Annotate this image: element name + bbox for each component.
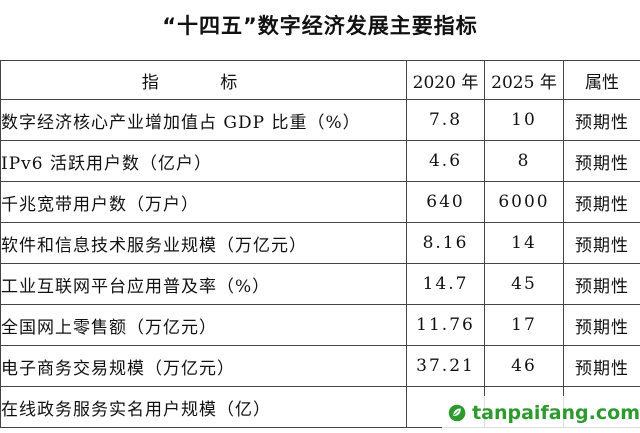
indicator-name: 全国网上零售额（万亿元） (0, 304, 407, 346)
table-row: 软件和信息技术服务业规模（万亿元） 8.16 14 预期性 (0, 222, 640, 264)
attribute: 预期性 (563, 304, 640, 346)
table-header-row: 指 标 2020 年 2025 年 属性 (0, 60, 640, 100)
table-row: IPv6 活跃用户数（亿户） 4.6 8 预期性 (0, 140, 640, 182)
indicator-name: 千兆宽带用户数（万户） (0, 181, 407, 223)
watermark: tanpaifang.com (442, 396, 640, 429)
header-2020: 2020 年 (406, 60, 485, 100)
table-row: 千兆宽带用户数（万户） 640 6000 预期性 (0, 181, 640, 223)
table-row: 电子商务交易规模（万亿元） 37.21 46 预期性 (0, 345, 640, 387)
value-2025: 46 (484, 345, 564, 387)
value-2025: 8 (484, 140, 564, 182)
indicator-name: 数字经济核心产业增加值占 GDP 比重（%） (0, 99, 407, 141)
leaf-logo-icon (448, 404, 466, 421)
value-2020: 14.7 (406, 263, 485, 305)
value-2025: 10 (484, 99, 564, 141)
indicator-name: 软件和信息技术服务业规模（万亿元） (0, 222, 407, 264)
table-row: 工业互联网平台应用普及率（%） 14.7 45 预期性 (0, 263, 640, 305)
header-2025: 2025 年 (484, 60, 564, 100)
page-title: “十四五”数字经济发展主要指标 (162, 14, 478, 38)
value-2020: 11.76 (406, 304, 485, 346)
indicator-name: 工业互联网平台应用普及率（%） (0, 263, 407, 305)
attribute: 预期性 (563, 181, 640, 223)
attribute: 预期性 (563, 345, 640, 387)
header-attribute: 属性 (563, 60, 640, 100)
indicator-name: 在线政务服务实名用户规模（亿） (0, 386, 407, 428)
indicators-table: 指 标 2020 年 2025 年 属性 数字经济核心产业增加值占 GDP 比重… (0, 60, 640, 428)
value-2020: 7.8 (406, 99, 485, 141)
table-row: 数字经济核心产业增加值占 GDP 比重（%） 7.8 10 预期性 (0, 99, 640, 141)
attribute: 预期性 (563, 99, 640, 141)
attribute: 预期性 (563, 222, 640, 264)
value-2025: 45 (484, 263, 564, 305)
watermark-text: tanpaifang.com (472, 401, 640, 424)
header-indicator: 指 标 (0, 60, 407, 100)
indicator-name: IPv6 活跃用户数（亿户） (0, 140, 407, 182)
value-2025: 17 (484, 304, 564, 346)
attribute: 预期性 (563, 263, 640, 305)
value-2020: 37.21 (406, 345, 485, 387)
value-2020: 8.16 (406, 222, 485, 264)
table-row: 全国网上零售额（万亿元） 11.76 17 预期性 (0, 304, 640, 346)
value-2020: 640 (406, 181, 485, 223)
indicator-name: 电子商务交易规模（万亿元） (0, 345, 407, 387)
attribute: 预期性 (563, 140, 640, 182)
value-2020: 4.6 (406, 140, 485, 182)
value-2025: 14 (484, 222, 564, 264)
value-2025: 6000 (484, 181, 564, 223)
